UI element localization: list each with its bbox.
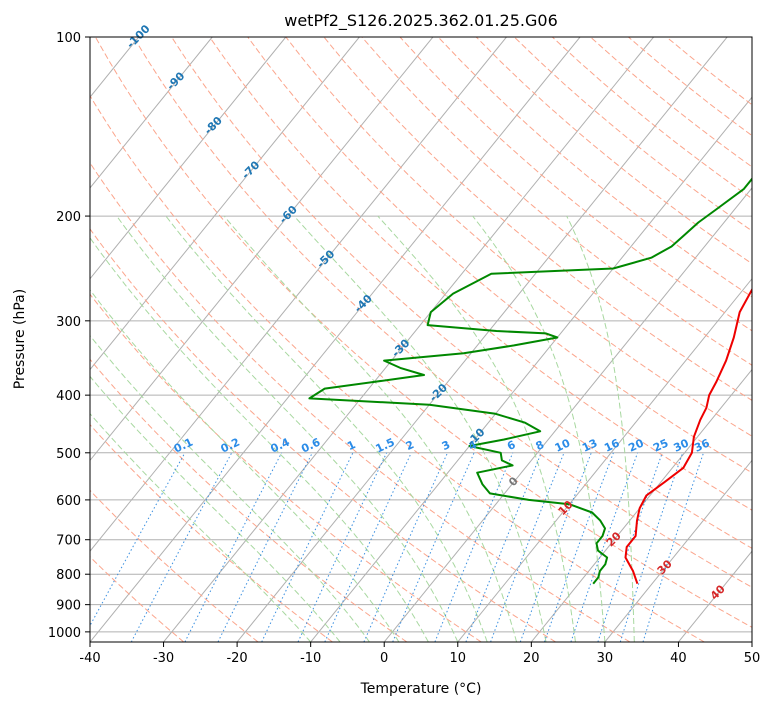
dry-adiabat-40 [90, 94, 705, 642]
plot-frame [89, 36, 753, 643]
y-tick-label: 400 [56, 389, 81, 404]
dry-adiabat-30 [90, 162, 631, 642]
y-axis-label: Pressure (hPa) [12, 289, 28, 389]
isotherm--80 [90, 37, 287, 280]
isotherm--90 [90, 37, 213, 189]
isotherm--40 [90, 37, 581, 642]
mixing-ratio-line-1 [130, 452, 233, 642]
dry-adiabat--20 [90, 489, 259, 642]
dry-adiabat-50 [94, 37, 752, 628]
moist-adiabat-14 [165, 215, 488, 642]
x-tick-label: -20 [226, 651, 247, 666]
mixing-ratio-label: 25 [651, 437, 670, 455]
moist-adiabat-26 [377, 215, 576, 642]
dry-adiabat-80 [209, 37, 752, 511]
x-axis-ticks: -40 -30 -20 -10 0 10 20 30 40 50 [79, 642, 760, 666]
isotherm--10 [310, 96, 752, 642]
moist-adiabat-6 [90, 237, 429, 642]
dewpoint-line [308, 177, 752, 585]
mixing-ratio-line-5 [297, 452, 388, 642]
isotherm--20 [236, 37, 728, 642]
mixing-ratio-line-12 [519, 452, 592, 642]
isotherm--50 [90, 37, 507, 552]
isotherm-0 [383, 187, 752, 642]
mixing-ratio-line-6 [324, 452, 412, 642]
temperature-line [624, 287, 752, 585]
dry-adiabat-20 [90, 228, 556, 642]
mixing-ratio-label: 16 [602, 436, 622, 454]
y-tick-label: 600 [56, 494, 81, 509]
moist-adiabat--2 [90, 334, 370, 642]
y-tick-label: 200 [56, 210, 81, 225]
x-tick-label: 40 [670, 651, 687, 666]
x-tick-label: 10 [450, 651, 467, 666]
y-axis-ticks: 100 200 300 400 500 600 700 800 900 1000 [48, 31, 90, 641]
mixing-ratio-label: 10 [553, 436, 573, 454]
moist-adiabat-10 [116, 215, 459, 642]
y-tick-label: 800 [56, 568, 81, 583]
isotherm--30 [163, 37, 654, 642]
moist-adiabat--10 [90, 412, 312, 642]
mixing-ratio-label: 30 [672, 436, 692, 454]
y-tick-label: 700 [56, 534, 81, 549]
x-tick-label: 0 [380, 651, 388, 666]
x-tick-label: 50 [744, 651, 761, 666]
x-tick-label: 20 [523, 651, 540, 666]
dry-adiabat-10 [90, 293, 482, 642]
y-tick-label: 500 [56, 447, 81, 462]
x-tick-label: -40 [79, 651, 100, 666]
moist-adiabat-30 [472, 215, 606, 642]
dry-adiabat-70 [171, 37, 752, 549]
y-tick-label: 100 [56, 31, 81, 46]
x-tick-label: -30 [153, 651, 174, 666]
x-tick-label: 30 [597, 651, 614, 666]
mixing-ratio-line-11 [490, 452, 565, 642]
mixing-ratio-line-0 [90, 452, 186, 627]
mixing-ratio-label: 20 [626, 436, 646, 454]
mixing-ratio-line-17 [642, 452, 704, 642]
y-tick-label: 1000 [48, 626, 81, 641]
dry-adiabat-110 [323, 37, 752, 401]
mixing-ratio-line-9 [434, 452, 514, 642]
dry-adiabat-100 [285, 37, 752, 437]
isotherm--70 [90, 37, 360, 371]
data-lines [308, 177, 752, 585]
moist-adiabat-34 [566, 215, 635, 642]
dry-adiabat-130 [399, 37, 752, 332]
moist-adiabat-18 [223, 215, 518, 642]
background-lines [90, 37, 752, 642]
moist-adiabat-2 [90, 289, 400, 642]
dry-adiabat--30 [90, 556, 185, 642]
x-tick-label: -10 [300, 651, 321, 666]
dry-adiabat-0 [90, 358, 408, 642]
mixing-ratio-line-16 [619, 452, 684, 642]
moist-adiabat--6 [90, 375, 341, 642]
moist-adiabat-22 [293, 215, 547, 642]
x-axis-label: Temperature (°C) [360, 681, 482, 697]
y-tick-label: 900 [56, 599, 81, 614]
chart-title: wetPf2_S126.2025.362.01.25.G06 [284, 11, 558, 31]
isotherm-20 [530, 368, 752, 642]
mixing-ratio-line-10 [465, 452, 542, 642]
mixing-ratio-label: 36 [692, 436, 712, 454]
y-tick-label: 300 [56, 315, 81, 330]
mixing-ratio-label: 13 [580, 437, 599, 455]
isotherm--60 [90, 37, 434, 462]
isotherm-30 [604, 459, 752, 642]
